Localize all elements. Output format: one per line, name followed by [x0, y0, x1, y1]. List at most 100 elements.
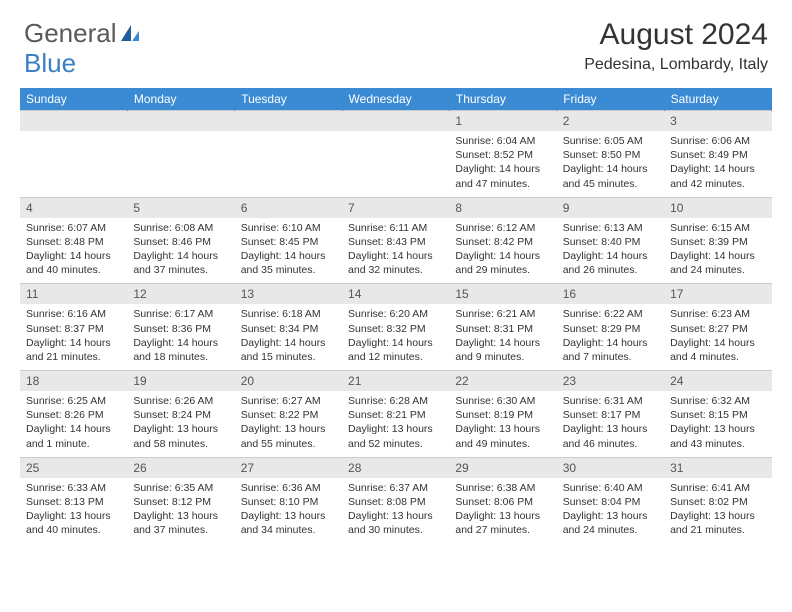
day-day1: Daylight: 14 hours: [241, 249, 336, 263]
day-cell: Sunrise: 6:05 AMSunset: 8:50 PMDaylight:…: [557, 131, 664, 197]
day-number: 5: [127, 197, 234, 218]
day-cell: Sunrise: 6:33 AMSunset: 8:13 PMDaylight:…: [20, 478, 127, 544]
day-sunrise: Sunrise: 6:25 AM: [26, 394, 121, 408]
day-cell: Sunrise: 6:15 AMSunset: 8:39 PMDaylight:…: [664, 218, 771, 284]
day-number: 14: [342, 284, 449, 305]
day-sunset: Sunset: 8:36 PM: [133, 322, 228, 336]
day-sunrise: Sunrise: 6:20 AM: [348, 307, 443, 321]
day-number: 6: [235, 197, 342, 218]
day-sunset: Sunset: 8:45 PM: [241, 235, 336, 249]
day-number-row: 11121314151617: [20, 284, 772, 305]
day-number: 30: [557, 457, 664, 478]
day-number: 2: [557, 111, 664, 132]
day-day2: and 43 minutes.: [670, 437, 765, 451]
day-day1: Daylight: 14 hours: [348, 336, 443, 350]
day-cell: Sunrise: 6:27 AMSunset: 8:22 PMDaylight:…: [235, 391, 342, 457]
day-day2: and 24 minutes.: [670, 263, 765, 277]
day-sunrise: Sunrise: 6:11 AM: [348, 221, 443, 235]
day-sunrise: Sunrise: 6:06 AM: [670, 134, 765, 148]
day-sunrise: Sunrise: 6:10 AM: [241, 221, 336, 235]
day-sunset: Sunset: 8:06 PM: [455, 495, 550, 509]
day-cell: Sunrise: 6:17 AMSunset: 8:36 PMDaylight:…: [127, 304, 234, 370]
day-day1: Daylight: 14 hours: [670, 249, 765, 263]
day-sunrise: Sunrise: 6:13 AM: [563, 221, 658, 235]
day-cell: Sunrise: 6:16 AMSunset: 8:37 PMDaylight:…: [20, 304, 127, 370]
day-sunrise: Sunrise: 6:22 AM: [563, 307, 658, 321]
day-day1: Daylight: 13 hours: [241, 422, 336, 436]
weekday-header: Friday: [557, 88, 664, 111]
day-number: 11: [20, 284, 127, 305]
day-number: 19: [127, 371, 234, 392]
day-data-row: Sunrise: 6:04 AMSunset: 8:52 PMDaylight:…: [20, 131, 772, 197]
day-number: 26: [127, 457, 234, 478]
day-day2: and 37 minutes.: [133, 263, 228, 277]
day-sunset: Sunset: 8:12 PM: [133, 495, 228, 509]
day-cell: Sunrise: 6:10 AMSunset: 8:45 PMDaylight:…: [235, 218, 342, 284]
day-number: 13: [235, 284, 342, 305]
day-day1: Daylight: 14 hours: [348, 249, 443, 263]
day-cell: Sunrise: 6:41 AMSunset: 8:02 PMDaylight:…: [664, 478, 771, 544]
day-day1: Daylight: 14 hours: [455, 162, 550, 176]
day-number: 27: [235, 457, 342, 478]
location-label: Pedesina, Lombardy, Italy: [584, 56, 768, 74]
logo-sail-icon: [119, 23, 141, 45]
day-number: 20: [235, 371, 342, 392]
day-day2: and 40 minutes.: [26, 263, 121, 277]
logo-word-general: General: [24, 18, 117, 49]
day-day2: and 30 minutes.: [348, 523, 443, 537]
day-cell: Sunrise: 6:31 AMSunset: 8:17 PMDaylight:…: [557, 391, 664, 457]
day-day1: Daylight: 13 hours: [455, 509, 550, 523]
day-sunset: Sunset: 8:34 PM: [241, 322, 336, 336]
day-sunrise: Sunrise: 6:36 AM: [241, 481, 336, 495]
day-sunrise: Sunrise: 6:21 AM: [455, 307, 550, 321]
day-sunset: Sunset: 8:27 PM: [670, 322, 765, 336]
day-sunrise: Sunrise: 6:32 AM: [670, 394, 765, 408]
day-sunset: Sunset: 8:26 PM: [26, 408, 121, 422]
day-number: 8: [449, 197, 556, 218]
logo: General: [24, 18, 143, 49]
day-data-row: Sunrise: 6:25 AMSunset: 8:26 PM Daylight:…: [20, 391, 772, 457]
day-cell: Sunrise: 6:25 AMSunset: 8:26 PMDaylight:…: [20, 391, 127, 457]
day-day2: and 34 minutes.: [241, 523, 336, 537]
day-number: 4: [20, 197, 127, 218]
day-number: 1: [449, 111, 556, 132]
weekday-header: Thursday: [449, 88, 556, 111]
day-sunrise: Sunrise: 6:30 AM: [455, 394, 550, 408]
day-sunrise: Sunrise: 6:15 AM: [670, 221, 765, 235]
day-number: [235, 111, 342, 132]
day-number: 21: [342, 371, 449, 392]
day-sunrise: Sunrise: 6:26 AM: [133, 394, 228, 408]
day-number: 31: [664, 457, 771, 478]
day-sunrise: Sunrise: 6:28 AM: [348, 394, 443, 408]
day-sunset: Sunset: 8:40 PM: [563, 235, 658, 249]
day-day1: Daylight: 13 hours: [241, 509, 336, 523]
day-sunset: Sunset: 8:31 PM: [455, 322, 550, 336]
day-sunset: Sunset: 8:22 PM: [241, 408, 336, 422]
day-sunrise: Sunrise: 6:08 AM: [133, 221, 228, 235]
day-sunrise: Sunrise: 6:35 AM: [133, 481, 228, 495]
day-sunrise: Sunrise: 6:23 AM: [670, 307, 765, 321]
weekday-header: Tuesday: [235, 88, 342, 111]
day-day1: Daylight: 14 hours: [26, 336, 121, 350]
day-sunset: Sunset: 8:39 PM: [670, 235, 765, 249]
day-day1: Daylight: 14 hours: [26, 249, 121, 263]
day-number: 7: [342, 197, 449, 218]
day-number: 3: [664, 111, 771, 132]
day-sunset: Sunset: 8:08 PM: [348, 495, 443, 509]
day-day2: and 26 minutes.: [563, 263, 658, 277]
day-sunset: Sunset: 8:32 PM: [348, 322, 443, 336]
day-sunset: Sunset: 8:37 PM: [26, 322, 121, 336]
day-day2: and 52 minutes.: [348, 437, 443, 451]
day-day1: Daylight: 14 hours: [670, 336, 765, 350]
day-day1: Daylight: 13 hours: [670, 509, 765, 523]
day-day2: and 27 minutes.: [455, 523, 550, 537]
day-number-row: 18192021222324: [20, 371, 772, 392]
day-day1: Daylight: 14 hours: [670, 162, 765, 176]
day-day1: Daylight: 13 hours: [348, 422, 443, 436]
day-sunset: Sunset: 8:02 PM: [670, 495, 765, 509]
day-sunset: Sunset: 8:10 PM: [241, 495, 336, 509]
day-sunrise: Sunrise: 6:05 AM: [563, 134, 658, 148]
weekday-header: Monday: [127, 88, 234, 111]
day-day1: Daylight: 14 hours: [133, 249, 228, 263]
day-cell: Sunrise: 6:04 AMSunset: 8:52 PMDaylight:…: [449, 131, 556, 197]
